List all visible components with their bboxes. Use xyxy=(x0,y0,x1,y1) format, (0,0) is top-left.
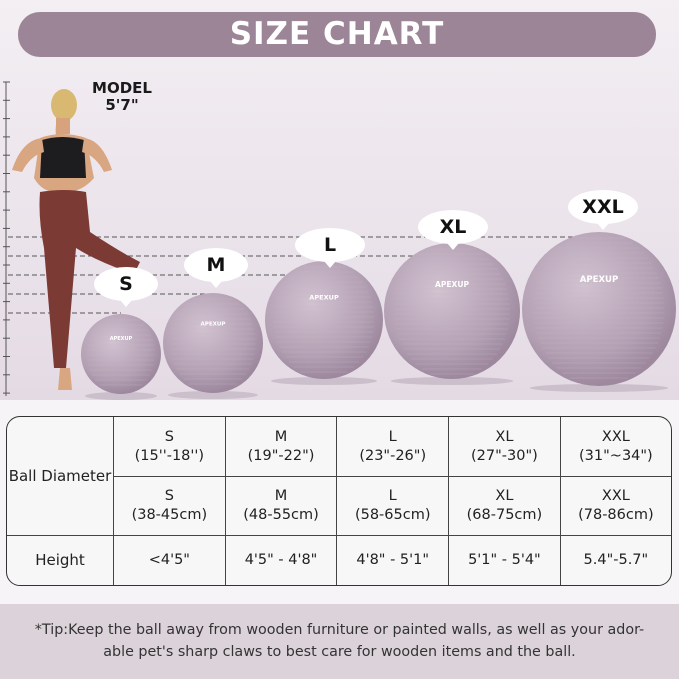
size-chart-title: SIZE CHART xyxy=(18,12,656,57)
cell-text: (27"-30") xyxy=(471,447,538,464)
cell-text: L xyxy=(388,428,397,445)
cell-text: (58-65cm) xyxy=(354,507,431,523)
height-cell: 5'1" - 5'4" xyxy=(449,536,561,585)
diameter-header: Ball Diameter xyxy=(7,417,114,536)
cell-text: XL xyxy=(495,488,514,504)
height-cell: <4'5" xyxy=(114,536,226,585)
height-cell: 4'8" - 5'1" xyxy=(337,536,450,585)
brand-logo: APEXUP xyxy=(435,280,469,289)
cell-text: (19"-22") xyxy=(247,447,315,464)
diameter-inches-cell: XL (27"-30") xyxy=(449,417,561,477)
model-label: MODEL xyxy=(92,79,152,97)
brand-logo: APEXUP xyxy=(110,336,133,342)
exercise-ball-s: APEXUP xyxy=(81,314,161,400)
height-cell: 4'5" - 4'8" xyxy=(226,536,338,585)
cell-text: (31"~34") xyxy=(579,447,653,464)
cell-text: S xyxy=(164,488,174,504)
cell-text: L xyxy=(388,488,397,504)
tip-note: *Tip:Keep the ball away from wooden furn… xyxy=(0,604,679,679)
cell-text: XXL xyxy=(601,488,630,504)
table-row: Height <4'5" 4'5" - 4'8" 4'8" - 5'1" 5'1" -… xyxy=(7,536,671,585)
brand-logo: APEXUP xyxy=(309,293,339,301)
diameter-inches-cell: S (15''-18'') xyxy=(114,417,226,477)
model-figure xyxy=(12,89,140,390)
model-height: 5'7" xyxy=(105,96,139,114)
height-ruler xyxy=(3,81,10,396)
size-bubble-xxl: XXL xyxy=(568,190,638,230)
cell-text: 4'8" - 5'1" xyxy=(356,552,430,568)
diameter-cm-cell: M (48-55cm) xyxy=(225,477,338,536)
size-illustration: APEXUP APEXUP APEXUP APEXUP APEXUP xyxy=(3,81,676,400)
cell-text: M xyxy=(274,428,288,445)
cell-text: (48-55cm) xyxy=(243,507,319,523)
exercise-ball-xl: APEXUP xyxy=(384,243,520,385)
size-bubble-m: M xyxy=(184,248,248,288)
size-table: Ball Diameter S (15''-18'') M (19"-22") L (23… xyxy=(6,416,672,586)
cell-text: S xyxy=(164,428,174,445)
brand-logo: APEXUP xyxy=(580,275,619,285)
cell-text: (23"-26") xyxy=(359,447,427,464)
cell-text: (15''-18'') xyxy=(134,447,205,464)
exercise-ball-l: APEXUP xyxy=(265,261,383,385)
table-row: Ball Diameter S (15''-18'') M (19"-22") L (23… xyxy=(7,417,671,536)
tip-line-1: *Tip:Keep the ball away from wooden furn… xyxy=(34,622,645,638)
cell-text: (68-75cm) xyxy=(466,507,543,523)
model-height-label: MODEL 5'7" xyxy=(86,80,158,114)
cell-text: <4'5" xyxy=(148,552,190,568)
cell-text: (38-45cm) xyxy=(131,507,208,523)
diameter-cm-cell: S (38-45cm) xyxy=(114,477,226,536)
height-cell: 5.4"-5.7" xyxy=(561,536,671,585)
size-bubble-s: S xyxy=(94,267,158,307)
height-header: Height xyxy=(7,536,114,585)
diameter-inches-cell: L (23"-26") xyxy=(337,417,450,477)
diameter-inches-cell: M (19"-22") xyxy=(225,417,338,477)
tip-line-2: able pet's sharp claws to best care for … xyxy=(103,644,576,660)
brand-logo: APEXUP xyxy=(201,322,226,328)
cell-text: (78-86cm) xyxy=(578,507,654,523)
exercise-ball-m: APEXUP xyxy=(163,293,263,399)
size-bubble-l: L xyxy=(295,228,365,268)
table-row: S (38-45cm) M (48-55cm) L (58-65cm) XL (68-75cm… xyxy=(7,477,671,536)
cell-text: M xyxy=(274,488,288,504)
exercise-ball-xxl: APEXUP xyxy=(522,232,676,392)
cell-text: XL xyxy=(495,428,514,445)
diameter-cm-cell: XL (68-75cm) xyxy=(449,477,561,536)
cell-text: 5'1" - 5'4" xyxy=(468,552,541,568)
diameter-inches-cell: XXL (31"~34") xyxy=(560,417,671,477)
cell-text: 4'5" - 4'8" xyxy=(244,552,318,568)
diameter-cm-cell: XXL (78-86cm) xyxy=(560,477,671,536)
diameter-cm-cell: L (58-65cm) xyxy=(337,477,450,536)
cell-text: XXL xyxy=(601,428,630,445)
size-bubble-xl: XL xyxy=(418,210,488,250)
cell-text: 5.4"-5.7" xyxy=(583,552,649,568)
